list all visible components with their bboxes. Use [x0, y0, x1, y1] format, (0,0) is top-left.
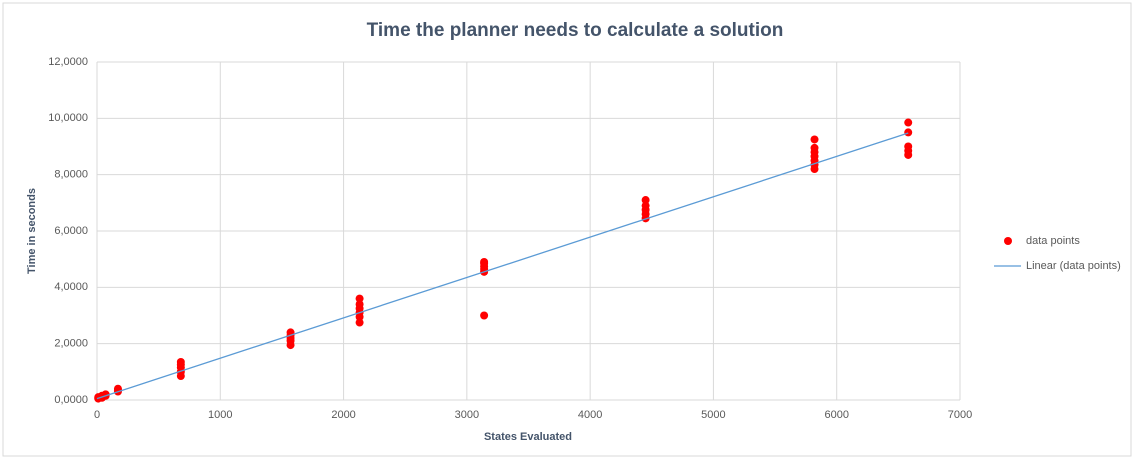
x-tick-label: 1000 — [208, 409, 232, 421]
data-point — [176, 357, 185, 366]
x-tick-label: 2000 — [331, 409, 355, 421]
data-point — [355, 294, 364, 303]
y-tick-label: 6,0000 — [54, 225, 88, 237]
data-point — [641, 196, 650, 205]
y-tick-label: 2,0000 — [54, 338, 88, 350]
data-point — [810, 143, 819, 152]
data-point — [641, 201, 650, 210]
y-tick-label: 8,0000 — [54, 169, 88, 181]
legend-marker — [1004, 237, 1012, 245]
x-tick-label: 3000 — [455, 409, 479, 421]
y-tick-label: 0,0000 — [54, 394, 88, 406]
data-point — [480, 311, 489, 320]
x-tick-label: 6000 — [824, 409, 848, 421]
trend-line — [96, 132, 909, 400]
data-point — [810, 135, 819, 144]
legend-label: data points — [1026, 235, 1080, 247]
y-tick-label: 10,0000 — [48, 112, 88, 124]
x-tick-label: 0 — [94, 409, 100, 421]
data-point — [480, 257, 489, 266]
data-point — [904, 142, 913, 151]
y-axis-label: Time in seconds — [26, 188, 38, 274]
x-tick-label: 7000 — [948, 409, 972, 421]
data-point — [355, 300, 364, 309]
y-tick-label: 4,0000 — [54, 281, 88, 293]
x-axis-label: States Evaluated — [484, 431, 572, 443]
x-tick-label: 4000 — [578, 409, 602, 421]
data-point — [904, 128, 913, 137]
y-tick-label: 12,0000 — [48, 56, 88, 68]
chart-title: Time the planner needs to calculate a so… — [367, 20, 784, 41]
x-tick-label: 5000 — [701, 409, 725, 421]
legend-label: Linear (data points) — [1026, 260, 1121, 272]
data-point — [904, 118, 913, 127]
data-point — [355, 318, 364, 327]
